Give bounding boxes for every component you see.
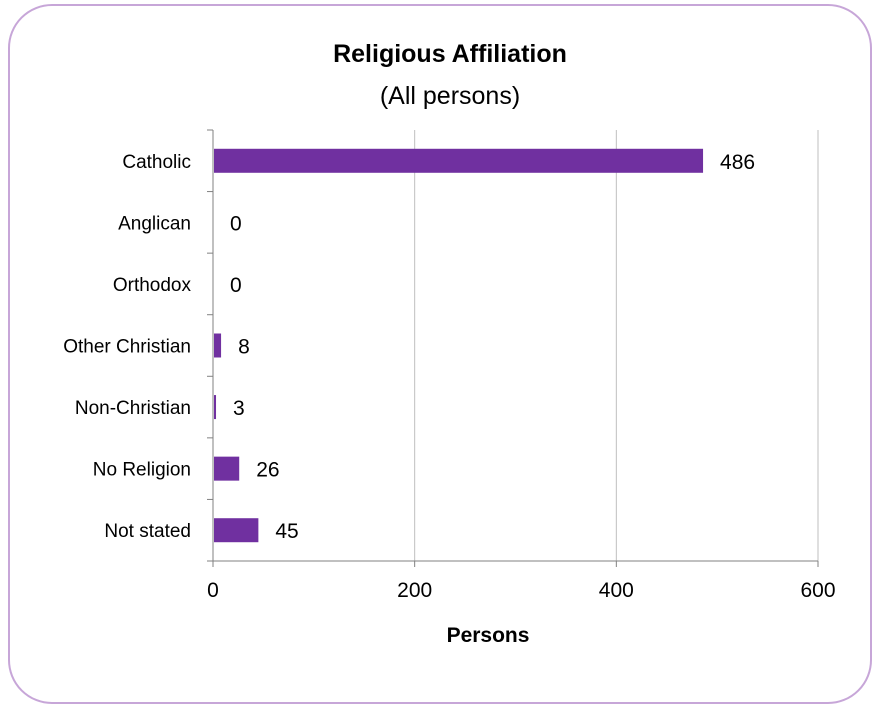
category-label: Other Christian [63,337,191,358]
labels: 0 200 400 600 Catholic 486 Anglican 0 Orthodox 0 O… [63,151,835,602]
data-label: 8 [238,336,250,359]
chart-title: Religious Affiliation [333,40,567,68]
category-label: Anglican [118,213,191,234]
x-axis-title: Persons [447,624,530,647]
data-label: 486 [720,151,755,174]
x-tick-label: 200 [397,579,432,602]
category-label: Non-Christian [75,398,191,419]
bar-other-christian [214,333,222,358]
data-label: 45 [275,520,298,543]
chart-frame [8,4,872,704]
data-label: 26 [256,459,279,482]
data-label: 0 [230,274,242,297]
axes [207,129,819,567]
bar-non-christian [214,395,217,420]
chart-subtitle: (All persons) [380,82,520,110]
category-label: Not stated [104,521,191,542]
x-tick-label: 400 [599,579,634,602]
category-label: Orthodox [113,275,192,296]
category-label: Catholic [122,152,191,173]
bar-catholic [214,148,704,173]
category-label: No Religion [93,460,191,481]
bar-chart: Religious Affiliation (All persons) 0 200… [63,40,835,647]
grid-lines [414,130,819,561]
x-tick-label: 0 [207,579,219,602]
x-tick-label: 600 [800,579,835,602]
bar-no-religion [214,456,240,481]
bar-not-stated [214,518,259,543]
bars [214,148,704,543]
data-label: 0 [230,212,242,235]
data-label: 3 [233,397,245,420]
